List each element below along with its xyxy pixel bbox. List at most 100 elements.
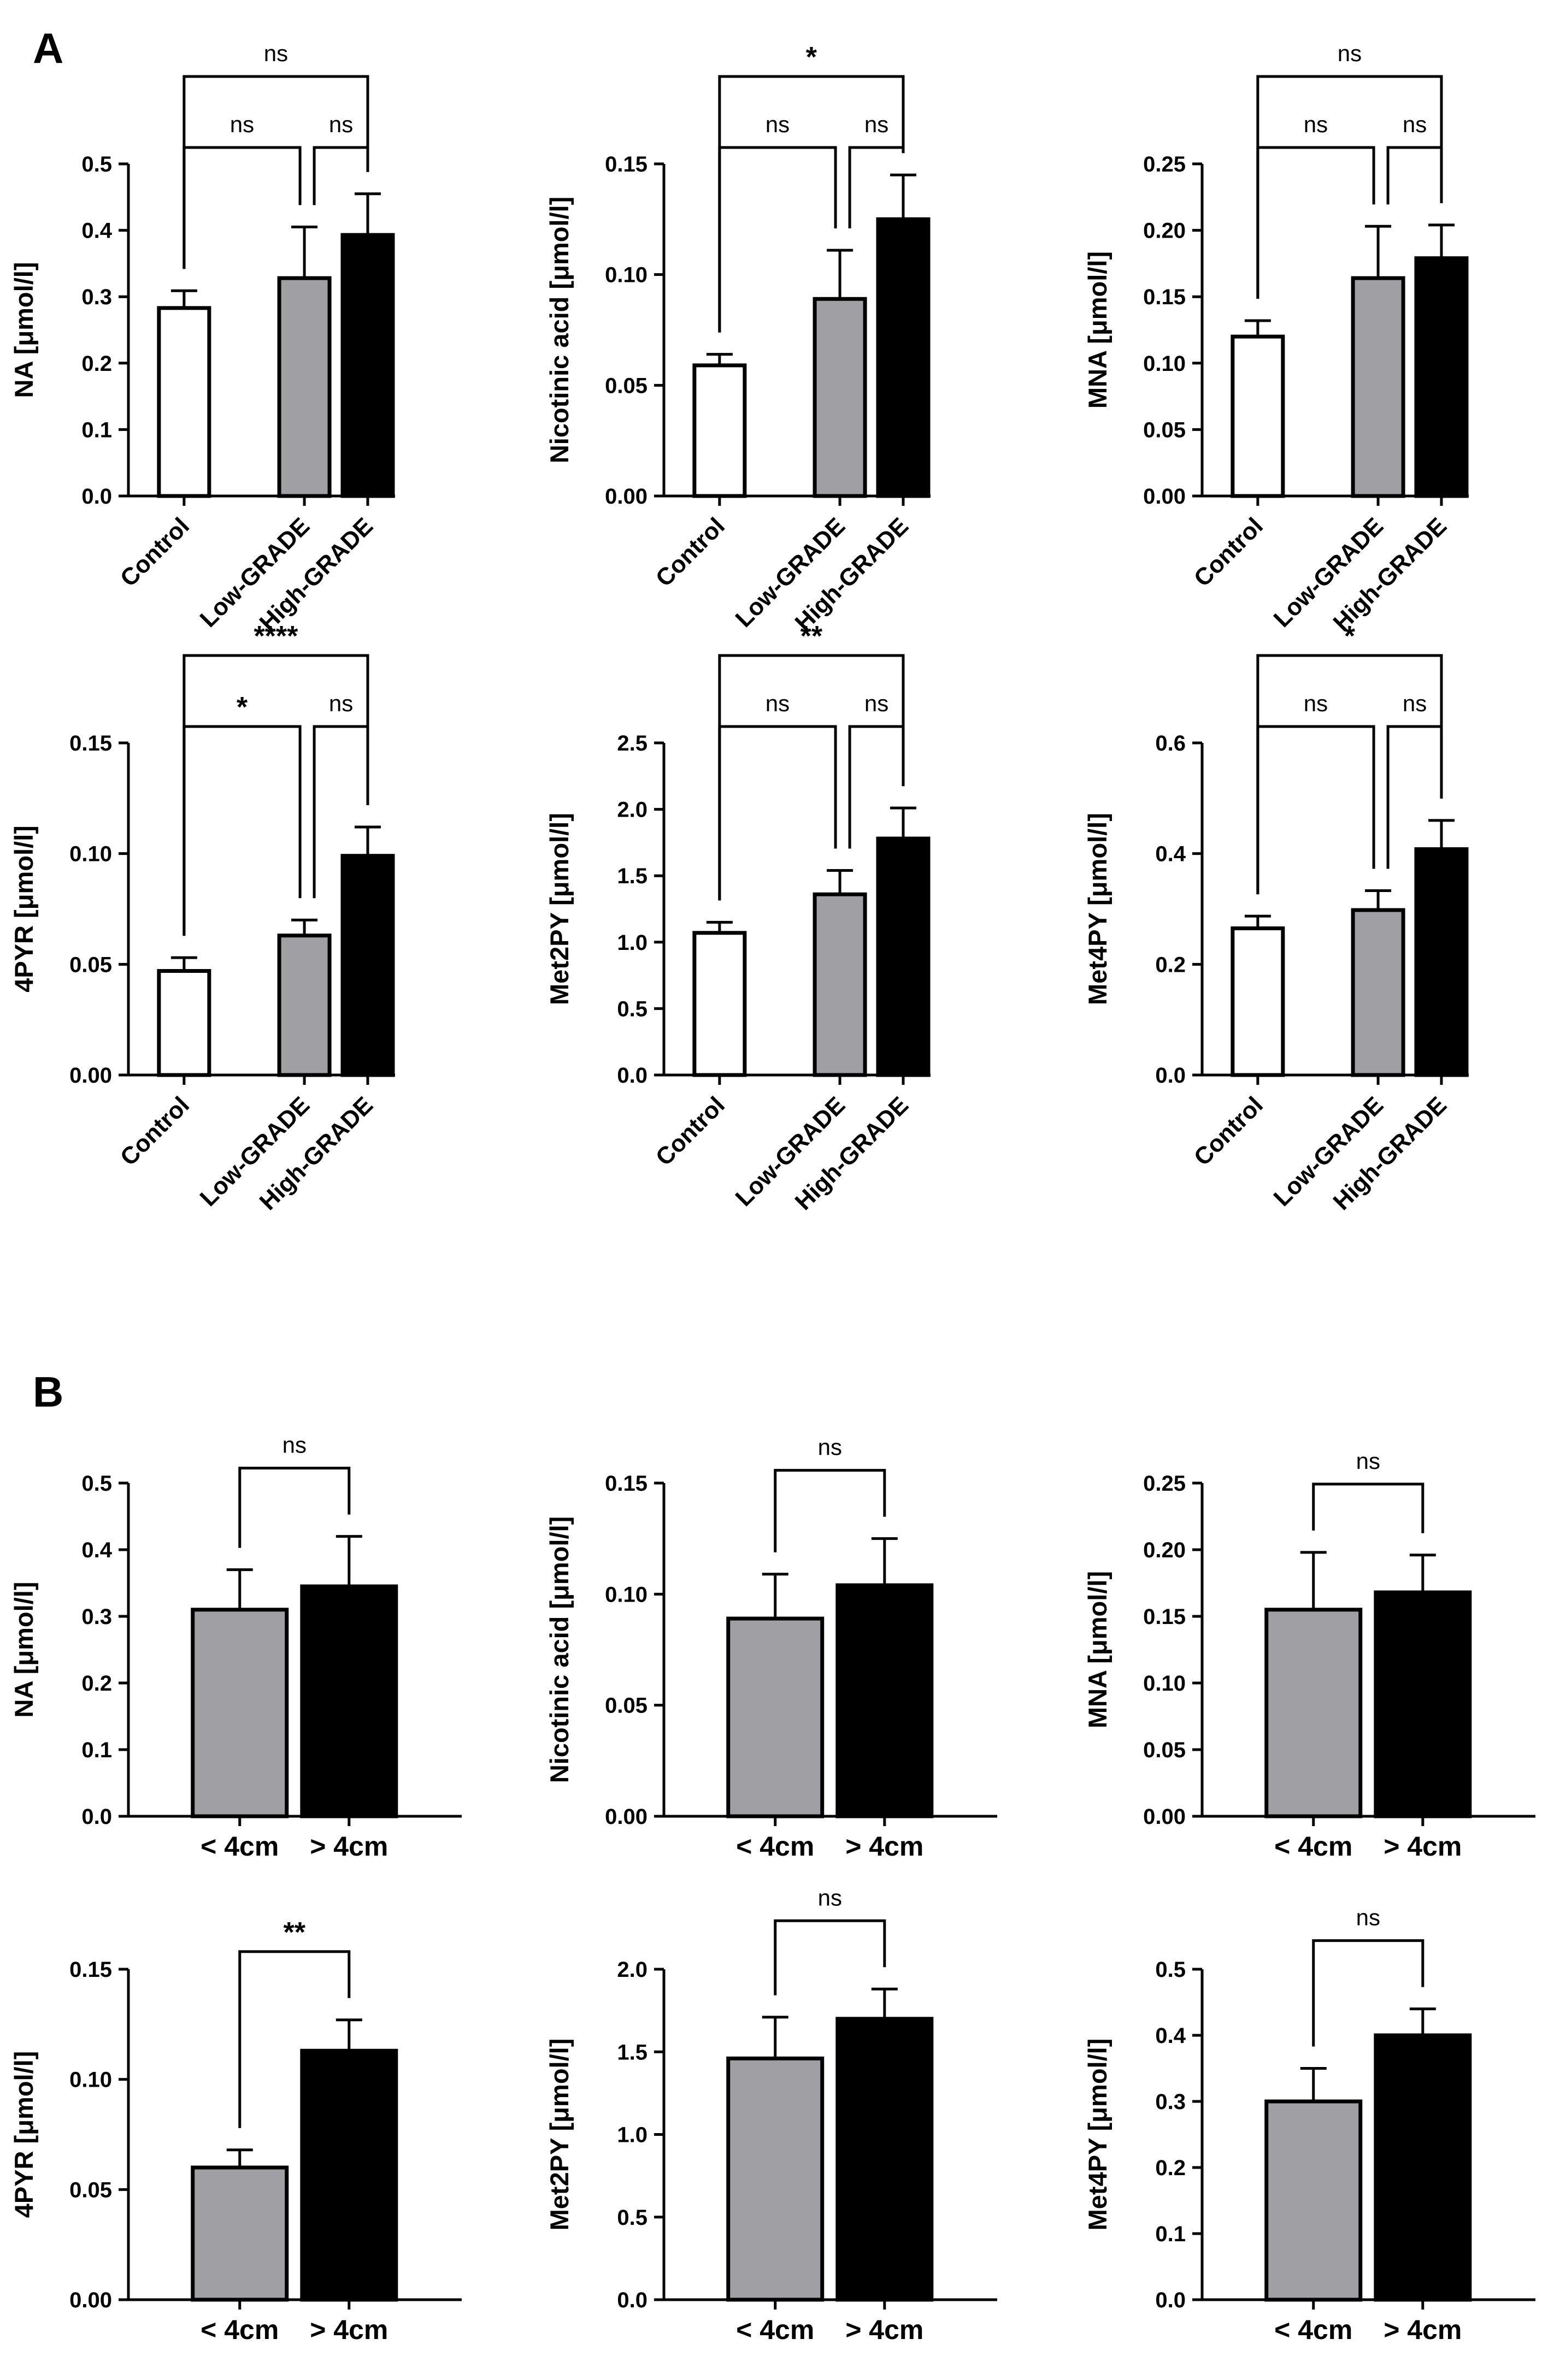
y-tick-label: 1.5 [617, 864, 648, 888]
y-tick-label: 1.0 [617, 931, 648, 955]
chart-8: 0.00 0.05 0.10 0.15 Nicotinic acid [μmol/l] <… [545, 1434, 997, 1862]
y-tick-label: 0.4 [81, 219, 112, 243]
y-tick-label: 0.0 [81, 485, 112, 509]
significance-bracket [718, 725, 837, 901]
bar [1264, 2099, 1363, 2302]
bar [300, 2048, 398, 2302]
panel-letter-a: A [33, 24, 63, 72]
significance-bracket [1312, 1939, 1424, 2047]
x-category-label: High-GRADE [1328, 512, 1452, 636]
y-tick-label: 1.5 [617, 2040, 648, 2064]
bar [1231, 334, 1285, 498]
y-tick-label: 0.25 [1143, 1472, 1186, 1496]
x-category-label: High-GRADE [1328, 1091, 1452, 1215]
bar [277, 276, 332, 498]
y-tick-label: 0.0 [1155, 1064, 1186, 1088]
y-tick-label: 0.00 [605, 1805, 648, 1829]
x-category-label: < 4cm [1274, 2314, 1352, 2345]
x-category-label: Control [1189, 1091, 1268, 1171]
significance-bracket [1256, 146, 1375, 299]
bar [277, 934, 332, 1077]
x-category-label: < 4cm [1274, 1831, 1352, 1862]
y-tick-label: 0.0 [617, 2288, 648, 2312]
significance-label: ns [864, 690, 888, 716]
y-tick-label: 0.10 [1143, 1672, 1186, 1696]
x-category-label: < 4cm [736, 2314, 814, 2345]
bar [692, 931, 747, 1077]
y-tick-label: 0.2 [81, 1672, 112, 1696]
bar [726, 1616, 825, 1818]
y-tick-label: 0.5 [81, 152, 112, 176]
y-axis-label: Met4PY [μmol/l] [1083, 813, 1112, 1005]
significance-label: ns [1338, 40, 1362, 66]
significance-label: ns [818, 1885, 842, 1910]
y-tick-label: 0.05 [69, 953, 112, 977]
significance-label: ** [800, 621, 823, 652]
y-axis-label: Met2PY [μmol/l] [545, 813, 574, 1005]
y-tick-label: 0.00 [69, 2288, 112, 2312]
x-category-label: Low-GRADE [1269, 512, 1389, 633]
y-tick-label: 0.2 [1155, 2156, 1186, 2180]
significance-label: ** [284, 1917, 306, 1948]
y-tick-label: 2.5 [617, 731, 648, 755]
x-category-label: Low-GRADE [1269, 1091, 1389, 1212]
significance-bracket [1312, 1483, 1424, 1533]
significance-bracket [238, 1467, 351, 1548]
significance-bracket [848, 146, 905, 229]
y-tick-label: 0.0 [617, 1064, 648, 1088]
x-category-label: Low-GRADE [195, 512, 315, 633]
chart-7: 0.0 0.1 0.2 0.3 0.4 0.5 NA [μmol/l] < 4cm > 4cm n… [9, 1432, 462, 1862]
y-tick-label: 0.05 [69, 2178, 112, 2202]
bar [1414, 256, 1469, 498]
x-category-label: > 4cm [845, 1831, 923, 1862]
significance-label: **** [254, 621, 298, 652]
bar [300, 1584, 398, 1818]
y-tick-label: 0.2 [81, 352, 112, 376]
y-tick-label: 0.05 [1143, 1738, 1186, 1762]
charts-container: 0.00.10.20.30.40.5NA [μmol/l]Control Low-… [9, 40, 1535, 2345]
y-tick-label: 0.10 [605, 1582, 648, 1607]
x-category-label: > 4cm [845, 2314, 923, 2345]
significance-bracket [1256, 75, 1443, 299]
y-tick-label: 0.00 [1143, 485, 1186, 509]
significance-label: ns [230, 111, 254, 137]
bar [340, 854, 395, 1077]
chart-2: 0.00 0.05 0.10 0.15 Nicotinic acid [μmol/l] C… [545, 42, 931, 636]
x-category-label: < 4cm [201, 1831, 279, 1862]
significance-label: ns [1403, 111, 1427, 137]
y-tick-label: 0.00 [69, 1064, 112, 1088]
significance-label: * [806, 42, 817, 73]
x-category-label: > 4cm [1384, 2314, 1462, 2345]
bar [157, 968, 211, 1077]
y-axis-label: MNA [μmol/l] [1083, 1571, 1112, 1728]
bar [1231, 926, 1285, 1077]
x-category-label: < 4cm [736, 1831, 814, 1862]
x-category-label: Low-GRADE [731, 512, 851, 633]
significance-label: ns [1403, 690, 1427, 716]
x-category-label: > 4cm [1384, 1831, 1462, 1862]
panel-letter-b: B [33, 1368, 63, 1416]
significance-bracket [848, 725, 905, 849]
significance-bracket [1386, 146, 1443, 205]
y-tick-label: 0.10 [69, 842, 112, 866]
y-axis-label: NA [μmol/l] [9, 262, 38, 398]
y-axis-label: Met2PY [μmol/l] [545, 2039, 574, 2231]
x-category-label: Control [651, 512, 730, 592]
bar [191, 1608, 289, 1818]
significance-bracket [774, 1469, 886, 1552]
y-axis-label: 4PYR [μmol/l] [9, 825, 38, 993]
y-tick-label: 0.05 [1143, 418, 1186, 442]
y-tick-label: 0.10 [605, 263, 648, 287]
chart-12: 0.0 0.1 0.2 0.3 0.4 0.5 Met4PY [μmol/l] < 4cm > … [1083, 1905, 1535, 2345]
y-tick-label: 0.2 [1155, 953, 1186, 977]
significance-label: ns [282, 1432, 307, 1458]
x-category-label: < 4cm [201, 2314, 279, 2345]
bar [1264, 1608, 1363, 1818]
chart-1: 0.0 0.1 0.2 0.3 0.4 0.5 NA [μmol/l] Control Low-… [9, 40, 395, 636]
chart-5: 0.0 0.5 1.0 1.5 2.0 2.5 Met2PY [μmol/l] Control… [545, 621, 931, 1215]
y-tick-label: 0.20 [1143, 219, 1186, 243]
x-category-label: > 4cm [310, 1831, 388, 1862]
x-category-label: Control [115, 512, 195, 592]
bar [1374, 1590, 1472, 1818]
x-category-label: Control [651, 1091, 730, 1171]
